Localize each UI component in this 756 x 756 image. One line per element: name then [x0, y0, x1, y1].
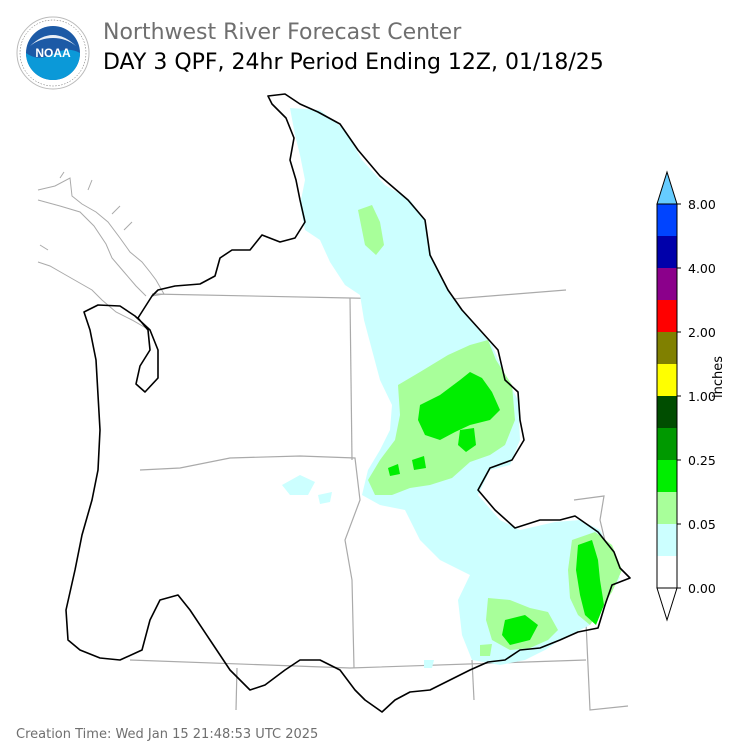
legend-tick-label: 0.25 [688, 453, 716, 468]
legend-swatch [657, 300, 677, 332]
legend-swatch [657, 204, 677, 236]
legend-swatch [657, 236, 677, 268]
creation-time: Creation Time: Wed Jan 15 21:48:53 UTC 2… [16, 727, 319, 742]
legend-arrow-bottom [656, 587, 678, 622]
legend-tick-label: 8.00 [688, 197, 716, 212]
legend-tick-label: 0.00 [688, 581, 716, 596]
legend-swatch [657, 332, 677, 364]
colorbar-swatches [656, 170, 681, 622]
legend-swatch [657, 428, 677, 460]
legend-swatch [657, 396, 677, 428]
legend-swatch [657, 460, 677, 492]
page-subtitle: DAY 3 QPF, 24hr Period Ending 12Z, 01/18… [103, 50, 604, 75]
basin-boundary [65, 93, 631, 713]
legend-tick-label: 0.05 [688, 517, 716, 532]
noaa-logo: NOAA [16, 16, 90, 90]
legend-swatch [657, 524, 677, 556]
legend-unit-label: inches [711, 355, 726, 398]
legend-swatch [657, 364, 677, 396]
qpf-green [388, 372, 604, 645]
page-title: Northwest River Forecast Center [103, 20, 462, 45]
logo-text: NOAA [35, 46, 71, 60]
legend-swatch [657, 492, 677, 524]
legend-tick-label: 4.00 [688, 261, 716, 276]
legend-swatch [657, 268, 677, 300]
legend-tick-label: 2.00 [688, 325, 716, 340]
coastline-bc [37, 171, 165, 329]
legend-tick-label: 1.00 [688, 389, 716, 404]
legend-arrow-top [656, 170, 678, 205]
legend-colorbar: 8.00 4.00 2.00 1.00 0.25 0.05 0.00 [650, 168, 756, 628]
legend-swatch [657, 556, 677, 588]
